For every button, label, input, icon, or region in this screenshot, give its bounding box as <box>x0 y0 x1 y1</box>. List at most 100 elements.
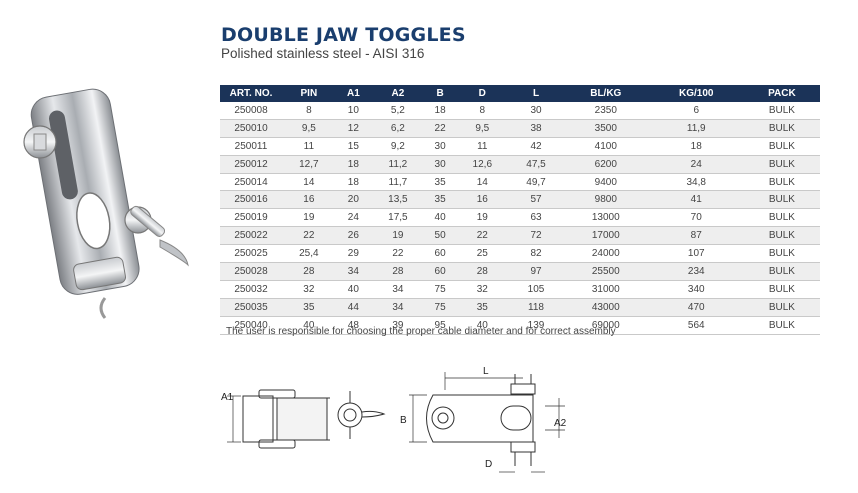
cell-a1: 18 <box>335 173 372 192</box>
cell-l: 49,7 <box>509 173 563 192</box>
cell-l: 57 <box>509 190 563 210</box>
cell-bl-kg: 9800 <box>562 190 649 210</box>
header-pack: PACK <box>743 85 820 102</box>
cell-bl-kg: 31000 <box>562 280 649 299</box>
cell-pack: BULK <box>743 208 820 228</box>
cell-b: 60 <box>424 262 456 281</box>
cell-a2: 19 <box>371 226 425 246</box>
cell-b: 18 <box>424 102 456 120</box>
cell-kg-100: 18 <box>648 137 744 156</box>
header-d: D <box>455 85 510 102</box>
cell-l: 97 <box>509 262 563 281</box>
cell-art-no: 250008 <box>220 102 282 120</box>
cell-d: 14 <box>455 173 510 192</box>
cell-art-no: 250014 <box>220 173 282 192</box>
cell-b: 30 <box>424 155 456 174</box>
cell-b: 40 <box>424 208 456 228</box>
label-a1: A1 <box>221 392 234 403</box>
header-a2: A2 <box>371 85 425 102</box>
cell-pack: BULK <box>743 119 820 138</box>
table-header-row: ART. NO. PIN A1 A2 B D L BL/KG KG/100 PA… <box>220 85 820 102</box>
cell-pack: BULK <box>743 280 820 299</box>
cell-pack: BULK <box>743 190 820 210</box>
cell-kg-100: 34,8 <box>648 173 744 192</box>
cell-art-no: 250025 <box>220 244 282 264</box>
label-b: B <box>400 415 407 426</box>
cell-b: 22 <box>424 119 456 138</box>
cell-pack: BULK <box>743 226 820 246</box>
cell-pack: BULK <box>743 298 820 317</box>
cell-art-no: 250032 <box>220 280 282 299</box>
cell-l: 63 <box>509 208 563 228</box>
cell-pack: BULK <box>743 102 820 120</box>
cell-art-no: 250011 <box>220 137 282 156</box>
cell-l: 47,5 <box>509 155 563 174</box>
cell-kg-100: 564 <box>648 316 744 335</box>
cell-d: 35 <box>455 298 510 317</box>
cell-d: 28 <box>455 262 510 281</box>
cell-a1: 12 <box>335 119 372 138</box>
spec-table-body: 250008 8 10 5,2 18 8 30 2350 6 BULK 250010 9,5 12 6,2… <box>220 102 820 335</box>
side-view <box>227 389 386 449</box>
cell-d: 40 <box>455 316 510 335</box>
cell-a2: 17,5 <box>371 208 425 228</box>
cell-pin: 35 <box>282 298 336 317</box>
cell-pin: 14 <box>282 173 336 192</box>
product-photo <box>23 88 189 319</box>
cell-l: 139 <box>509 316 563 335</box>
cell-b: 95 <box>424 316 456 335</box>
cell-art-no: 250035 <box>220 298 282 317</box>
cell-a2: 22 <box>371 244 425 264</box>
cell-a2: 13,5 <box>371 190 425 210</box>
cell-pack: BULK <box>743 262 820 281</box>
cell-pin: 11 <box>282 137 336 156</box>
cell-kg-100: 87 <box>648 226 744 246</box>
cell-l: 105 <box>509 280 563 299</box>
cell-pack: BULK <box>743 137 820 156</box>
cell-art-no: 250022 <box>220 226 282 246</box>
cell-kg-100: 70 <box>648 208 744 228</box>
cell-d: 32 <box>455 280 510 299</box>
spec-table: ART. NO. PIN A1 A2 B D L BL/KG KG/100 PA… <box>220 85 820 335</box>
cell-pin: 9,5 <box>282 119 336 138</box>
table-row: 250012 12,7 18 11,2 30 12,6 47,5 6200 24 BULK <box>220 155 820 174</box>
cell-art-no: 250028 <box>220 262 282 281</box>
cell-bl-kg: 69000 <box>562 316 649 335</box>
cell-kg-100: 11,9 <box>648 119 744 138</box>
cell-a1: 15 <box>335 137 372 156</box>
cell-a2: 5,2 <box>371 102 425 120</box>
header-art-no: ART. NO. <box>220 85 282 102</box>
table-row: 250019 19 24 17,5 40 19 63 13000 70 BULK <box>220 208 820 228</box>
cell-d: 9,5 <box>455 119 510 138</box>
cell-d: 25 <box>455 244 510 264</box>
cell-b: 35 <box>424 173 456 192</box>
cell-pin: 28 <box>282 262 336 281</box>
cell-kg-100: 234 <box>648 262 744 281</box>
cell-a1: 24 <box>335 208 372 228</box>
cell-art-no: 250019 <box>220 208 282 228</box>
header-kg-100: KG/100 <box>648 85 744 102</box>
header-bl-kg: BL/KG <box>562 85 649 102</box>
header-a1: A1 <box>335 85 372 102</box>
header-pin: PIN <box>282 85 336 102</box>
label-a2: A2 <box>554 418 567 429</box>
cell-d: 19 <box>455 208 510 228</box>
cell-bl-kg: 4100 <box>562 137 649 156</box>
cell-pin: 22 <box>282 226 336 246</box>
cell-bl-kg: 9400 <box>562 173 649 192</box>
table-row: 250014 14 18 11,7 35 14 49,7 9400 34,8 BULK <box>220 173 820 192</box>
cell-a1: 34 <box>335 262 372 281</box>
cell-bl-kg: 3500 <box>562 119 649 138</box>
cell-a2: 28 <box>371 262 425 281</box>
dimension-diagram: A1 B L A2 D <box>221 366 567 473</box>
cell-art-no: 250012 <box>220 155 282 174</box>
cell-b: 75 <box>424 280 456 299</box>
cell-l: 42 <box>509 137 563 156</box>
cell-a1: 29 <box>335 244 372 264</box>
assembly-note: The user is responsible for choosing the… <box>226 326 616 337</box>
cell-kg-100: 340 <box>648 280 744 299</box>
table-row: 250040 40 48 39 95 40 139 69000 564 BULK <box>220 316 820 335</box>
cell-b: 60 <box>424 244 456 264</box>
cell-bl-kg: 25500 <box>562 262 649 281</box>
cell-a1: 26 <box>335 226 372 246</box>
